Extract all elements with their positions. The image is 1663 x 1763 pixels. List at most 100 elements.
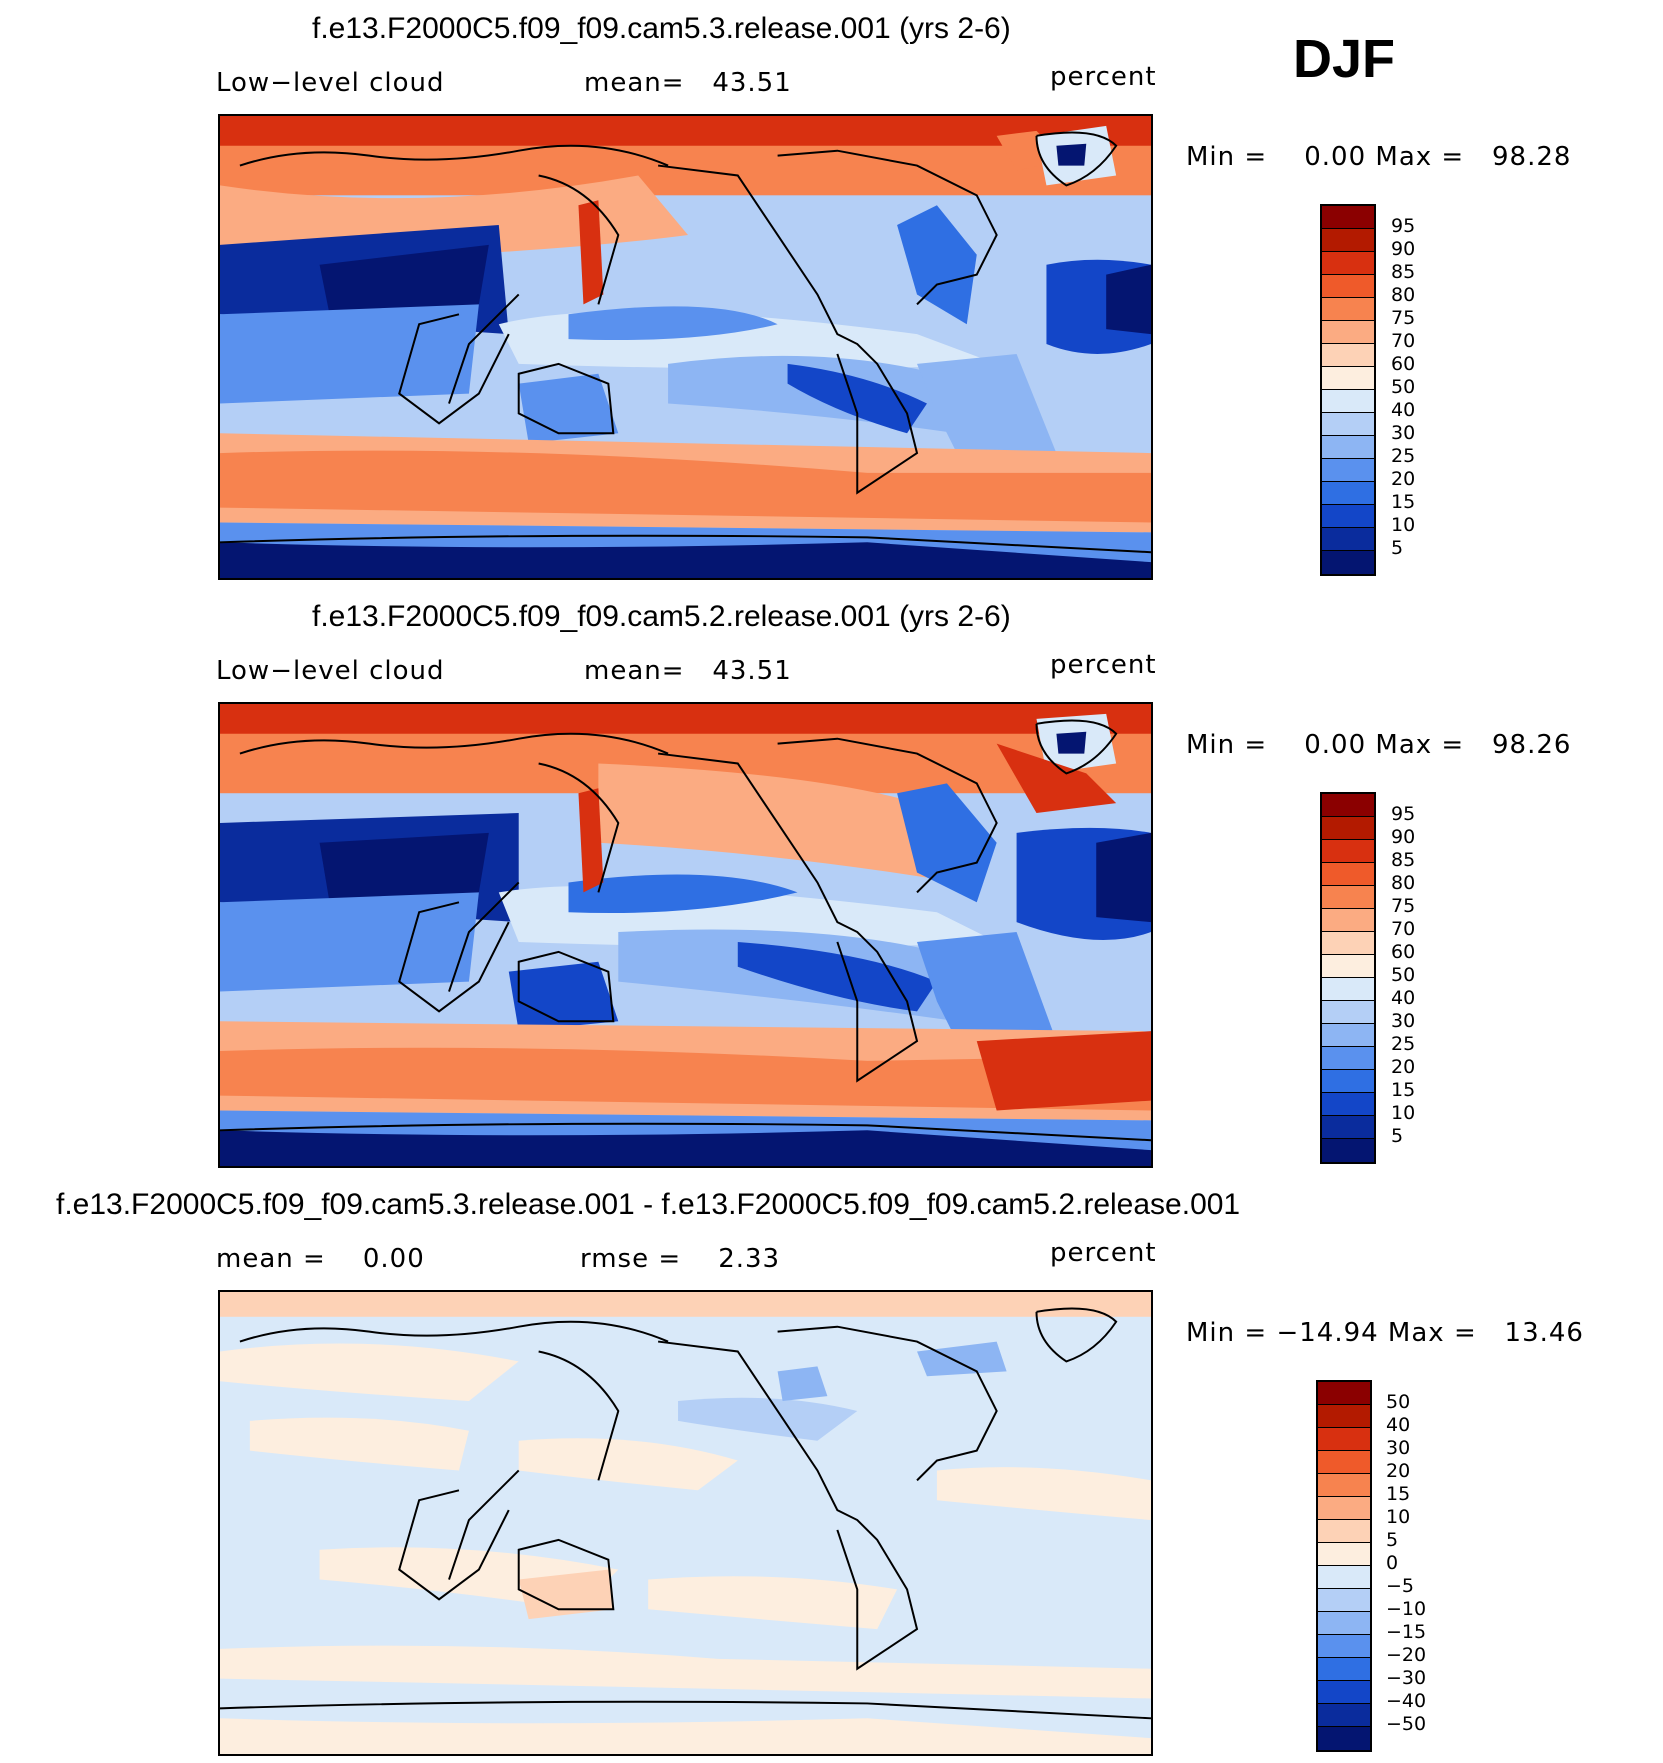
colorbar-tick-label: −20	[1386, 1644, 1427, 1666]
colorbar-segment	[1322, 367, 1374, 390]
colorbar-segment	[1318, 1451, 1370, 1474]
colorbar-segment	[1322, 955, 1374, 978]
colorbar-segment	[1318, 1658, 1370, 1681]
panel-2-map	[218, 702, 1153, 1168]
colorbar-tick-label: 25	[1391, 1033, 1416, 1055]
colorbar-segment	[1322, 275, 1374, 298]
panel-2-units-label: percent	[1050, 650, 1157, 680]
panel-1-units-label: percent	[1050, 62, 1157, 92]
colorbar-segment	[1318, 1428, 1370, 1451]
colorbar-segment	[1322, 1093, 1374, 1116]
colorbar-segment	[1322, 229, 1374, 252]
colorbar-tick-label: 70	[1391, 918, 1416, 940]
colorbar-segment	[1322, 298, 1374, 321]
colorbar-tick-label: 50	[1386, 1391, 1411, 1413]
colorbar-tick-label: 10	[1391, 1102, 1416, 1124]
colorbar-segment	[1322, 528, 1374, 551]
colorbar-tick-label: 30	[1391, 1010, 1416, 1032]
colorbar-tick-label: 60	[1391, 353, 1416, 375]
colorbar-tick-label: −30	[1386, 1667, 1427, 1689]
panel-3-min-max: Min = −14.94 Max = 13.46	[1186, 1318, 1584, 1348]
colorbar-tick-label: 15	[1386, 1483, 1411, 1505]
colorbar-segment	[1318, 1405, 1370, 1428]
panel-2-variable-label: Low−level cloud	[216, 656, 445, 686]
colorbar-tick-label: 5	[1391, 537, 1404, 559]
colorbar-segment	[1322, 817, 1374, 840]
colorbar-tick-label: 75	[1391, 895, 1416, 917]
colorbar-segment	[1318, 1589, 1370, 1612]
colorbar-tick-label: 50	[1391, 964, 1416, 986]
colorbar-segment	[1322, 206, 1374, 229]
colorbar-segment	[1322, 482, 1374, 505]
colorbar-segment	[1322, 1139, 1374, 1162]
colorbar-tick-label: 5	[1386, 1529, 1399, 1551]
colorbar-tick-label: −40	[1386, 1690, 1427, 1712]
panel-3-units-label: percent	[1050, 1238, 1157, 1268]
colorbar-tick-label: 20	[1386, 1460, 1411, 1482]
colorbar-tick-label: −50	[1386, 1713, 1427, 1735]
colorbar-segment	[1318, 1382, 1370, 1405]
colorbar-tick-label: 30	[1391, 422, 1416, 444]
colorbar-tick-label: −10	[1386, 1598, 1427, 1620]
colorbar-segment	[1322, 1001, 1374, 1024]
panel-1-colorbar	[1320, 204, 1376, 576]
colorbar-tick-label: 90	[1391, 826, 1416, 848]
season-label: DJF	[1293, 29, 1396, 89]
colorbar-tick-label: 10	[1386, 1506, 1411, 1528]
panel-3-rmse-label: rmse = 2.33	[580, 1244, 781, 1274]
colorbar-segment	[1322, 413, 1374, 436]
colorbar-tick-label: 40	[1386, 1414, 1411, 1436]
panel-1-map	[218, 114, 1153, 580]
colorbar-tick-label: 5	[1391, 1125, 1404, 1147]
colorbar-segment	[1322, 840, 1374, 863]
colorbar-segment	[1322, 1116, 1374, 1139]
colorbar-tick-label: 10	[1391, 514, 1416, 536]
panel-3-colorbar	[1316, 1380, 1372, 1752]
colorbar-segment	[1322, 459, 1374, 482]
colorbar-tick-label: 75	[1391, 307, 1416, 329]
panel-2-min-max: Min = 0.00 Max = 98.26	[1186, 730, 1572, 760]
panel-3-title: f.e13.F2000C5.f09_f09.cam5.3.release.001…	[56, 1188, 1241, 1221]
panel-2-title: f.e13.F2000C5.f09_f09.cam5.2.release.001…	[312, 600, 1011, 633]
panel-2-colorbar	[1320, 792, 1376, 1164]
colorbar-tick-label: 85	[1391, 849, 1416, 871]
panel-1-title: f.e13.F2000C5.f09_f09.cam5.3.release.001…	[312, 12, 1011, 45]
colorbar-segment	[1322, 505, 1374, 528]
colorbar-segment	[1322, 932, 1374, 955]
colorbar-tick-label: 20	[1391, 468, 1416, 490]
colorbar-tick-label: 90	[1391, 238, 1416, 260]
colorbar-tick-label: 15	[1391, 491, 1416, 513]
colorbar-tick-label: 15	[1391, 1079, 1416, 1101]
colorbar-tick-label: 80	[1391, 872, 1416, 894]
colorbar-tick-label: 0	[1386, 1552, 1399, 1574]
colorbar-tick-label: 50	[1391, 376, 1416, 398]
colorbar-segment	[1322, 321, 1374, 344]
colorbar-segment	[1322, 863, 1374, 886]
panel-1-variable-label: Low−level cloud	[216, 68, 445, 98]
colorbar-segment	[1322, 978, 1374, 1001]
colorbar-tick-label: 85	[1391, 261, 1416, 283]
colorbar-segment	[1318, 1474, 1370, 1497]
colorbar-segment	[1318, 1543, 1370, 1566]
colorbar-segment	[1322, 390, 1374, 413]
colorbar-tick-label: 40	[1391, 399, 1416, 421]
colorbar-segment	[1322, 344, 1374, 367]
colorbar-tick-label: −5	[1386, 1575, 1415, 1597]
colorbar-tick-label: 80	[1391, 284, 1416, 306]
colorbar-segment	[1318, 1566, 1370, 1589]
panel-3-mean-label: mean = 0.00	[216, 1244, 425, 1274]
colorbar-tick-label: 60	[1391, 941, 1416, 963]
colorbar-segment	[1318, 1612, 1370, 1635]
colorbar-segment	[1318, 1704, 1370, 1727]
colorbar-segment	[1322, 794, 1374, 817]
panel-1-mean-label: mean= 43.51	[584, 68, 792, 98]
colorbar-segment	[1322, 1024, 1374, 1047]
colorbar-tick-label: 40	[1391, 987, 1416, 1009]
panel-2-mean-label: mean= 43.51	[584, 656, 792, 686]
colorbar-segment	[1322, 909, 1374, 932]
panel-3-map	[218, 1290, 1153, 1756]
colorbar-tick-label: 95	[1391, 215, 1416, 237]
colorbar-tick-label: −15	[1386, 1621, 1427, 1643]
colorbar-segment	[1322, 436, 1374, 459]
colorbar-segment	[1318, 1520, 1370, 1543]
